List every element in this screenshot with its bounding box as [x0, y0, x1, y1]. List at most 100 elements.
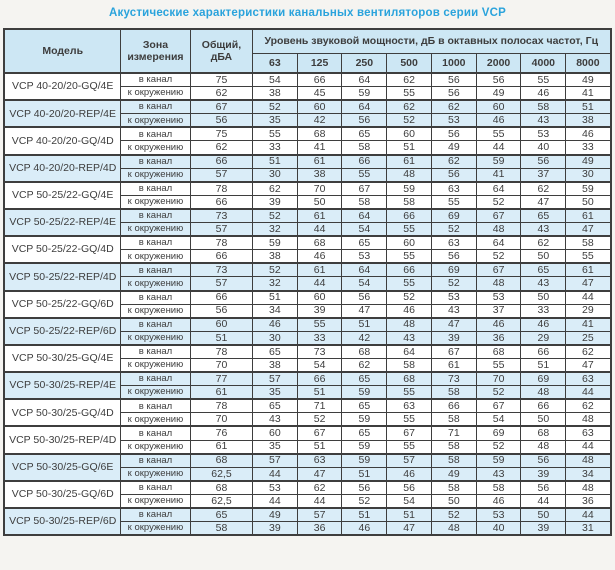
spl-value-cell: 43 [520, 222, 567, 237]
spl-value-cell: 55 [475, 126, 522, 142]
spl-value-cell: 62 [565, 398, 612, 414]
total-dba-cell: 78 [189, 343, 253, 359]
spl-value-cell: 39 [296, 303, 343, 319]
table-row: VCP 50-25/22-GQ/6D в канал 66 51 60 56 52 53 53 5… [3, 289, 612, 319]
spl-value-cell: 56 [386, 479, 432, 495]
spl-value-cell: 55 [341, 167, 388, 183]
spl-value-cell: 50 [520, 249, 567, 264]
spl-value-cell: 51 [251, 153, 298, 169]
spl-value-cell: 51 [386, 507, 432, 523]
spl-value-cell: 55 [251, 126, 298, 142]
spl-value-cell: 57 [296, 507, 343, 523]
total-dba-cell: 73 [189, 207, 253, 224]
spl-value-cell: 58 [565, 235, 612, 251]
spl-value-cell: 73 [296, 343, 343, 359]
spl-value-cell: 56 [475, 72, 522, 88]
table-header: Модель Зона измерения Общий, дБА Уровень… [3, 28, 612, 74]
freq-column-header: 8000 [565, 52, 612, 74]
zone-cell: в канал [119, 99, 191, 115]
spl-value-cell: 61 [565, 262, 612, 278]
col-header-total: Общий, дБА [189, 28, 253, 74]
total-dba-cell: 60 [189, 316, 253, 332]
spl-value-cell: 48 [520, 439, 567, 455]
spl-value-cell: 50 [565, 194, 612, 210]
model-cell: VCP 40-20/20-REP/4E [3, 99, 121, 128]
spl-value-cell: 54 [251, 72, 298, 88]
spl-value-cell: 61 [296, 153, 343, 169]
spl-value-cell: 38 [251, 86, 298, 101]
table-row: VCP 40-20/20-REP/4E в канал 67 52 60 64 62 62 60… [3, 99, 612, 128]
spl-value-cell: 52 [475, 439, 522, 455]
zone-cell: к окружению [119, 493, 191, 509]
spl-value-cell: 67 [475, 207, 522, 224]
spl-value-cell: 58 [520, 99, 567, 115]
zone-cell: к окружению [119, 167, 191, 183]
spl-value-cell: 39 [520, 521, 567, 536]
spl-value-cell: 52 [251, 99, 298, 115]
spl-value-cell: 63 [296, 452, 343, 468]
total-dba-cell: 62 [189, 140, 253, 156]
table-row: VCP 50-30/25-GQ/6E в канал 68 57 63 59 57 58 59 5… [3, 452, 612, 482]
spl-value-cell: 64 [341, 262, 388, 278]
spl-value-cell: 68 [386, 371, 432, 387]
zone-cell: к окружению [119, 385, 191, 400]
col-header-spectrum: Уровень звуковой мощности, дБ в октавных… [251, 28, 612, 54]
spl-value-cell: 44 [296, 222, 343, 237]
spl-value-cell: 56 [520, 153, 567, 169]
model-cell: VCP 40-20/20-GQ/4D [3, 126, 121, 156]
table-row: VCP 50-30/25-GQ/6D в канал 68 53 62 56 56 58 58 5… [3, 479, 612, 509]
table-row: VCP 40-20/20-GQ/4E в канал 75 54 66 64 62 56 56 5… [3, 71, 612, 101]
spl-value-cell: 67 [475, 262, 522, 278]
total-dba-cell: 62 [189, 86, 253, 101]
spl-value-cell: 69 [520, 371, 567, 387]
spl-value-cell: 33 [251, 140, 298, 156]
spl-value-cell: 43 [520, 276, 567, 291]
spl-value-cell: 47 [520, 194, 567, 210]
spl-value-cell: 63 [430, 180, 477, 196]
spl-value-cell: 30 [565, 167, 612, 183]
table-row: к окружению 70 43 52 59 55 58 54 50 48 [4, 412, 612, 427]
spl-value-cell: 46 [475, 493, 522, 509]
spl-value-cell: 60 [296, 289, 343, 305]
spl-value-cell: 55 [520, 72, 567, 88]
spl-value-cell: 62 [251, 180, 298, 196]
zone-cell: к окружению [119, 140, 191, 156]
spl-value-cell: 57 [251, 371, 298, 387]
spl-value-cell: 29 [520, 330, 567, 346]
spl-value-cell: 65 [341, 126, 388, 142]
spl-value-cell: 64 [475, 235, 522, 251]
spl-value-cell: 48 [386, 167, 432, 183]
spl-value-cell: 59 [341, 412, 388, 427]
spl-value-cell: 63 [430, 235, 477, 251]
spl-value-cell: 39 [520, 466, 567, 482]
spl-value-cell: 46 [386, 466, 432, 482]
spl-value-cell: 56 [520, 452, 567, 468]
zone-cell: в канал [119, 207, 191, 224]
spl-value-cell: 53 [475, 507, 522, 523]
spl-value-cell: 70 [296, 180, 343, 196]
model-cell: VCP 40-20/20-GQ/4E [3, 71, 121, 101]
spl-value-cell: 52 [386, 113, 432, 128]
zone-cell: в канал [119, 289, 191, 305]
spl-value-cell: 68 [296, 126, 343, 142]
spl-value-cell: 59 [341, 439, 388, 455]
spl-value-cell: 49 [430, 466, 477, 482]
spl-value-cell: 51 [341, 316, 388, 332]
spl-value-cell: 47 [430, 316, 477, 332]
spl-value-cell: 46 [565, 126, 612, 142]
zone-cell: к окружению [119, 276, 191, 291]
spl-value-cell: 44 [565, 507, 612, 523]
spl-value-cell: 38 [251, 249, 298, 264]
spl-value-cell: 59 [251, 235, 298, 251]
spl-value-cell: 46 [475, 316, 522, 332]
spl-value-cell: 67 [296, 425, 343, 441]
zone-cell: к окружению [119, 113, 191, 128]
total-dba-cell: 77 [189, 371, 253, 387]
model-cell: VCP 40-20/20-REP/4D [3, 153, 121, 183]
spl-value-cell: 54 [386, 493, 432, 509]
spl-value-cell: 47 [565, 222, 612, 237]
spl-value-cell: 39 [430, 330, 477, 346]
spl-value-cell: 63 [565, 371, 612, 387]
spl-value-cell: 55 [386, 385, 432, 400]
spl-value-cell: 44 [565, 385, 612, 400]
